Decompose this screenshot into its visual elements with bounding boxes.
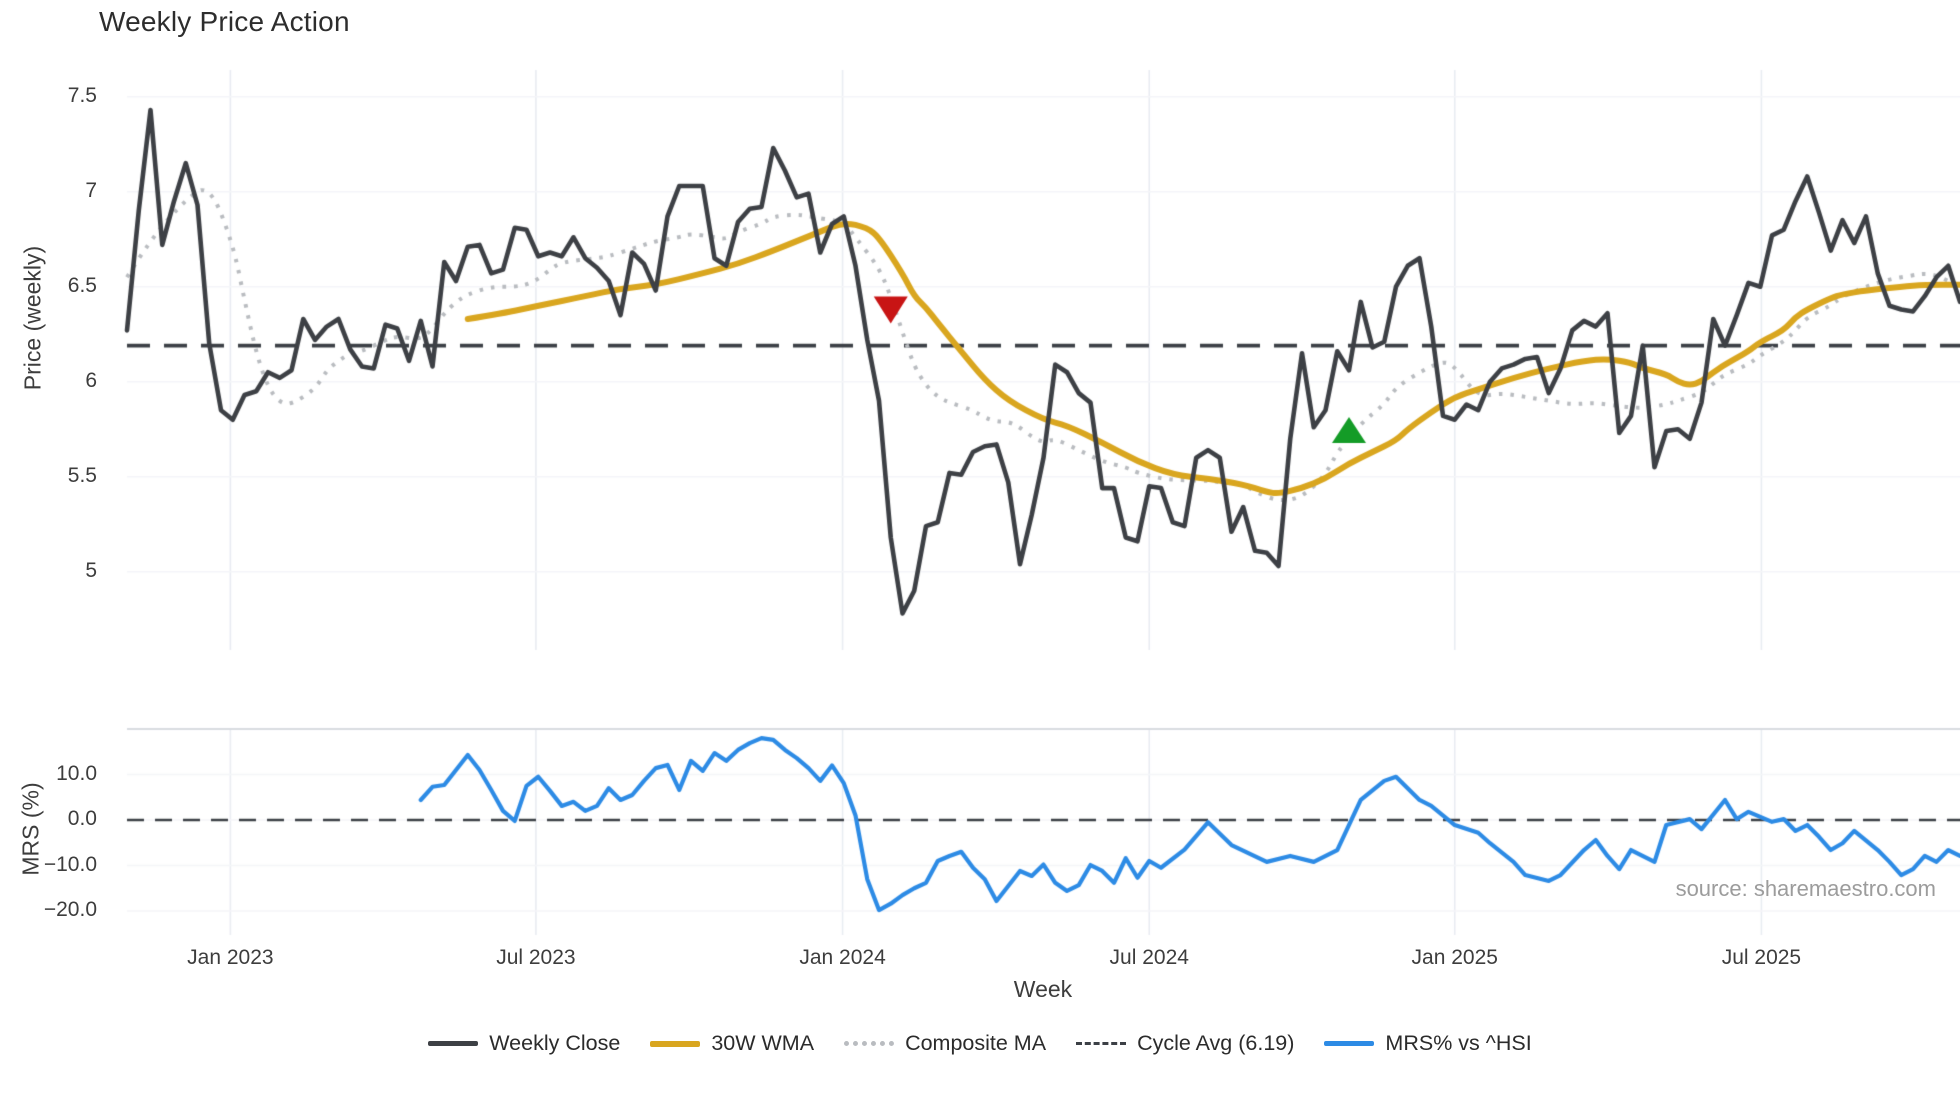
price-y-tick-label: 5.5	[67, 463, 97, 487]
x-tick-label: Jul 2025	[1721, 946, 1802, 969]
price-y-tick-label: 5	[85, 558, 97, 582]
x-tick-label: Jul 2023	[496, 946, 576, 969]
mrs-y-tick-label: −20.0	[43, 898, 97, 921]
legend-swatch	[428, 1041, 479, 1046]
x-tick-label: Jan 2025	[1411, 946, 1498, 969]
legend-swatch	[1324, 1041, 1375, 1046]
price-y-tick-label: 6	[85, 368, 97, 392]
x-axis-label: Week	[1013, 976, 1073, 1002]
legend-label: Cycle Avg (6.19)	[1137, 1031, 1295, 1055]
chart-title: Weekly Price Action	[99, 6, 350, 37]
price-y-tick-label: 6.5	[67, 273, 97, 297]
legend-label: Weekly Close	[489, 1031, 621, 1055]
price-y-tick-label: 7.5	[67, 83, 97, 107]
legend-label: 30W WMA	[711, 1031, 815, 1055]
chart-legend: Weekly Close 30W WMA Composite MA Cycle Avg…	[0, 1031, 1960, 1056]
source-watermark: source: sharemaestro.com	[1675, 876, 1936, 901]
legend-item-cycle-avg-6-19-[interactable]: Cycle Avg (6.19)	[1076, 1031, 1294, 1056]
legend-swatch	[650, 1040, 701, 1047]
x-tick-label: Jan 2023	[187, 946, 274, 969]
legend-item-composite-ma[interactable]: Composite MA	[844, 1031, 1046, 1056]
legend-swatch	[844, 1041, 895, 1046]
legend-swatch	[1076, 1042, 1127, 1045]
legend-label: MRS% vs ^HSI	[1385, 1031, 1532, 1055]
mrs-y-tick-label: 10.0	[56, 761, 97, 785]
legend-item-30w-wma[interactable]: 30W WMA	[650, 1031, 814, 1056]
mrs-y-tick-label: −10.0	[43, 852, 97, 876]
legend-item-weekly-close[interactable]: Weekly Close	[428, 1031, 620, 1056]
legend-label: Composite MA	[905, 1031, 1047, 1055]
x-tick-label: Jan 2024	[799, 946, 886, 969]
price-y-tick-label: 7	[85, 178, 97, 202]
legend-item-mrs-vs-hsi[interactable]: MRS% vs ^HSI	[1324, 1031, 1532, 1056]
mrs-y-tick-label: 0.0	[67, 807, 97, 830]
x-tick-label: Jul 2024	[1109, 946, 1189, 969]
